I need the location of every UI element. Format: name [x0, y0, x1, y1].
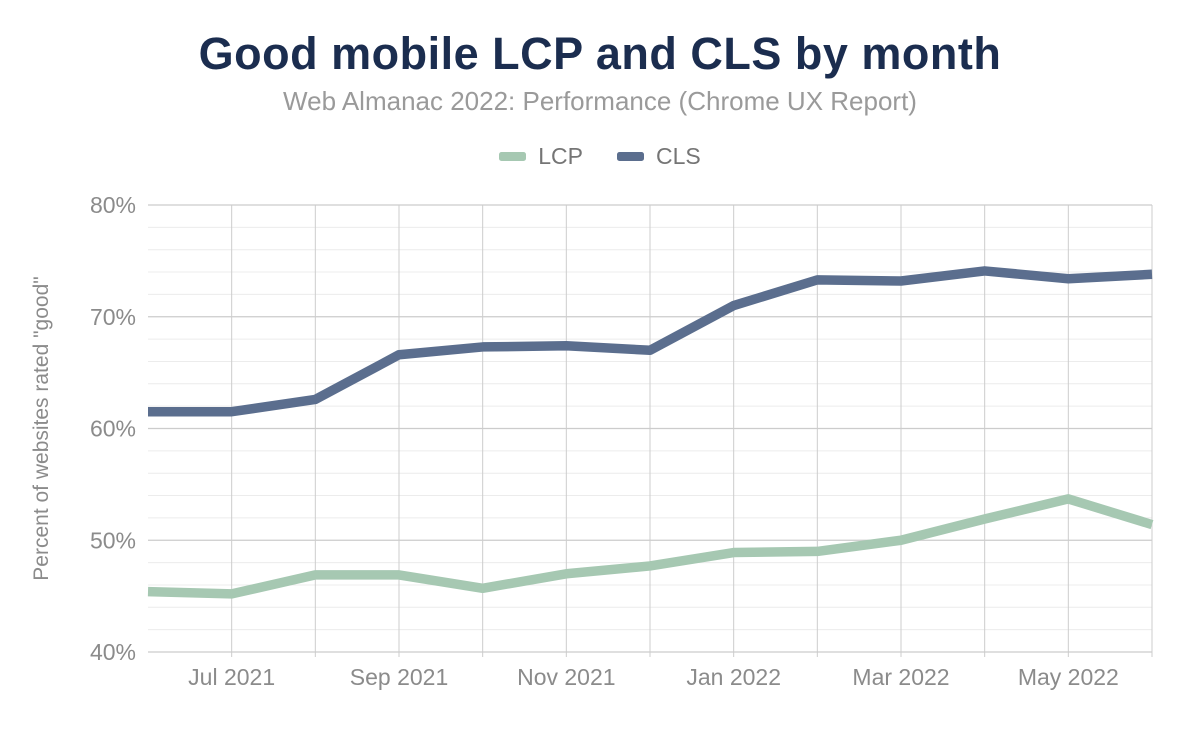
legend-item-lcp: LCP: [499, 143, 583, 170]
y-tick-label: 50%: [90, 527, 136, 553]
chart-subtitle: Web Almanac 2022: Performance (Chrome UX…: [283, 86, 917, 116]
x-tick-label: May 2022: [1018, 664, 1119, 690]
chart-title: Good mobile LCP and CLS by month: [198, 28, 1002, 79]
y-tick-label: 80%: [90, 192, 136, 218]
cls-swatch-icon: [617, 152, 644, 161]
x-tick-label: Jul 2021: [188, 664, 275, 690]
x-tick-label: Sep 2021: [350, 664, 448, 690]
legend-label-cls: CLS: [656, 143, 701, 169]
x-tick-label: Jan 2022: [686, 664, 781, 690]
legend-item-cls: CLS: [617, 143, 701, 170]
legend-label-lcp: LCP: [538, 143, 583, 169]
x-tick-label: Nov 2021: [517, 664, 615, 690]
chart-legend: LCP CLS: [0, 143, 1200, 170]
y-tick-label: 60%: [90, 416, 136, 442]
y-axis-title: Percent of websites rated "good": [30, 276, 53, 580]
y-tick-label: 40%: [90, 639, 136, 665]
series-line-lcp: [147, 494, 1154, 599]
x-tick-label: Mar 2022: [852, 664, 949, 690]
series-line-cls: [148, 266, 1153, 417]
lcp-swatch-icon: [499, 152, 527, 161]
y-tick-label: 70%: [90, 304, 136, 330]
